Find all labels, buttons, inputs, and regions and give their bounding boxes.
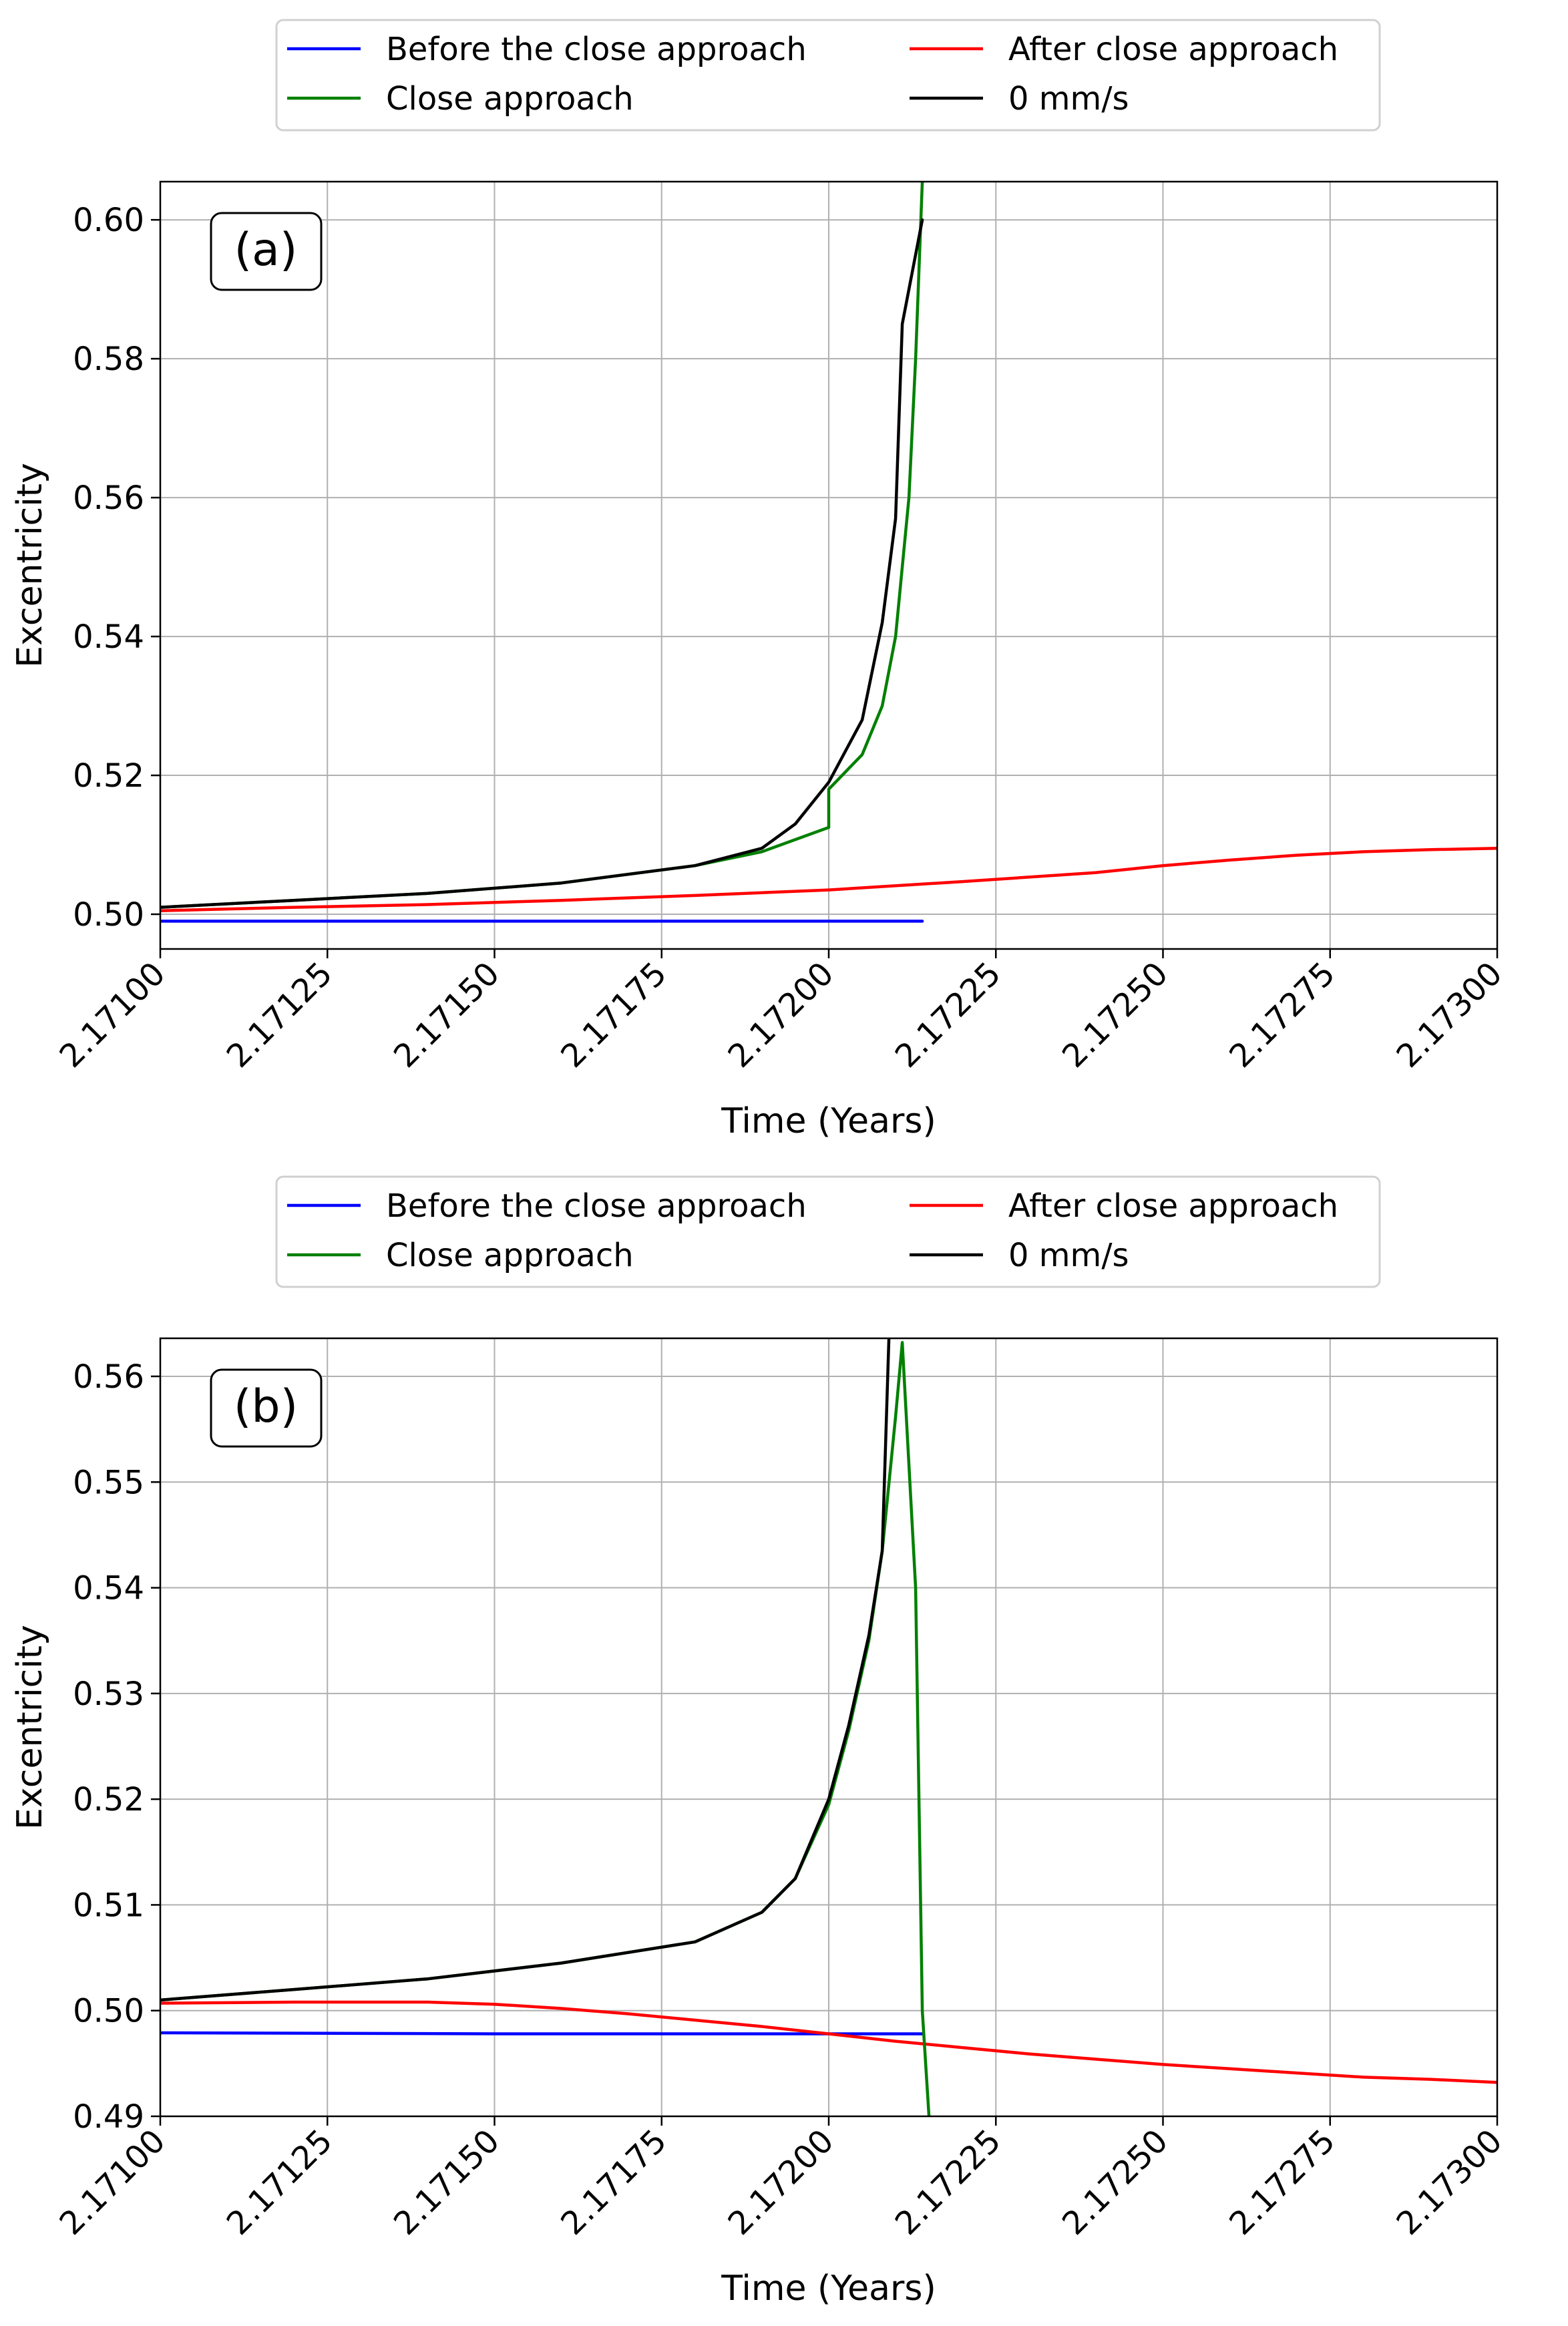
x-tick-label: 2.17200	[721, 955, 841, 1075]
x-tick-label: 2.17100	[53, 2122, 173, 2243]
legend-label-after-close-approach: After close approach	[1008, 1187, 1338, 1225]
y-tick-label: 0.50	[73, 896, 144, 934]
x-tick-label: 2.17125	[220, 955, 340, 1075]
x-tick-label: 2.17275	[1222, 2122, 1342, 2243]
y-tick-label: 0.58	[73, 341, 144, 378]
panel-label-box	[210, 212, 323, 291]
y-tick-label: 0.50	[73, 1993, 144, 2030]
panel-label: (b)	[234, 1380, 298, 1433]
x-tick-label: 2.17300	[1390, 955, 1510, 1075]
y-tick-label: 0.53	[73, 1676, 144, 1713]
y-tick-label: 0.54	[73, 618, 144, 656]
y-tick-label: 0.60	[73, 202, 144, 239]
legend-label-before-the-close-approach: Before the close approach	[386, 1187, 807, 1225]
x-tick-label: 2.17125	[220, 2122, 340, 2243]
series-line-close-approach	[160, 1341, 931, 2116]
x-tick-label: 2.17150	[387, 955, 507, 1075]
x-tick-label: 2.17275	[1222, 955, 1342, 1075]
y-tick-label: 0.49	[73, 2098, 144, 2136]
panel-label-box	[210, 1368, 323, 1448]
series-line-after-close-approach	[160, 2000, 1497, 2084]
x-tick-label: 2.17200	[721, 2122, 841, 2243]
x-tick-label: 2.17175	[554, 955, 674, 1075]
x-axis-label: Time (Years)	[721, 2269, 936, 2309]
x-tick-label: 2.17175	[554, 2122, 674, 2243]
series-line-0-mm-s	[160, 1338, 891, 2002]
legend-label-before-the-close-approach: Before the close approach	[386, 31, 807, 68]
y-tick-label: 0.52	[73, 1781, 144, 1818]
y-axis-label: Excentricity	[10, 1625, 50, 1830]
x-tick-label: 2.17250	[1055, 955, 1175, 1075]
chart-panel-b: 2.17100 2.17125 2.17150 2.17175 2.17200 2.172…	[10, 1175, 1510, 2309]
y-tick-label: 0.51	[73, 1887, 144, 1924]
legend-label-close-approach: Close approach	[386, 80, 634, 118]
y-tick-label: 0.56	[73, 479, 144, 517]
y-axis-label: Excentricity	[10, 463, 50, 668]
x-tick-label: 2.17300	[1390, 2122, 1510, 2243]
legend-label-after-close-approach: After close approach	[1008, 31, 1338, 68]
legend-label-close-approach: Close approach	[386, 1237, 634, 1274]
series-line-after-close-approach	[160, 846, 1497, 913]
series-group	[160, 1338, 1497, 2116]
y-tick-label: 0.55	[73, 1464, 144, 1501]
x-axis-label: Time (Years)	[721, 1101, 936, 1141]
series-line-0-mm-s	[160, 218, 924, 909]
panel-label: (a)	[234, 224, 298, 276]
y-tick-label: 0.52	[73, 757, 144, 795]
x-tick-label: 2.17225	[888, 955, 1008, 1075]
legend-label-0-mm-s: 0 mm/s	[1008, 1237, 1129, 1274]
legend-box	[275, 1175, 1381, 1288]
x-tick-label: 2.17225	[888, 2122, 1008, 2243]
x-tick-label: 2.17250	[1055, 2122, 1175, 2243]
series-group	[160, 182, 1497, 923]
x-tick-label: 2.17100	[53, 955, 173, 1075]
chart-panel-a: 2.17100 2.17125 2.17150 2.17175 2.17200 2.172…	[10, 19, 1510, 1141]
x-tick-label: 2.17150	[387, 2122, 507, 2243]
legend-label-0-mm-s: 0 mm/s	[1008, 80, 1129, 118]
y-tick-label: 0.54	[73, 1570, 144, 1607]
series-line-before-the-close-approach	[160, 2031, 924, 2036]
y-tick-label: 0.56	[73, 1358, 144, 1396]
legend-box	[275, 19, 1381, 132]
